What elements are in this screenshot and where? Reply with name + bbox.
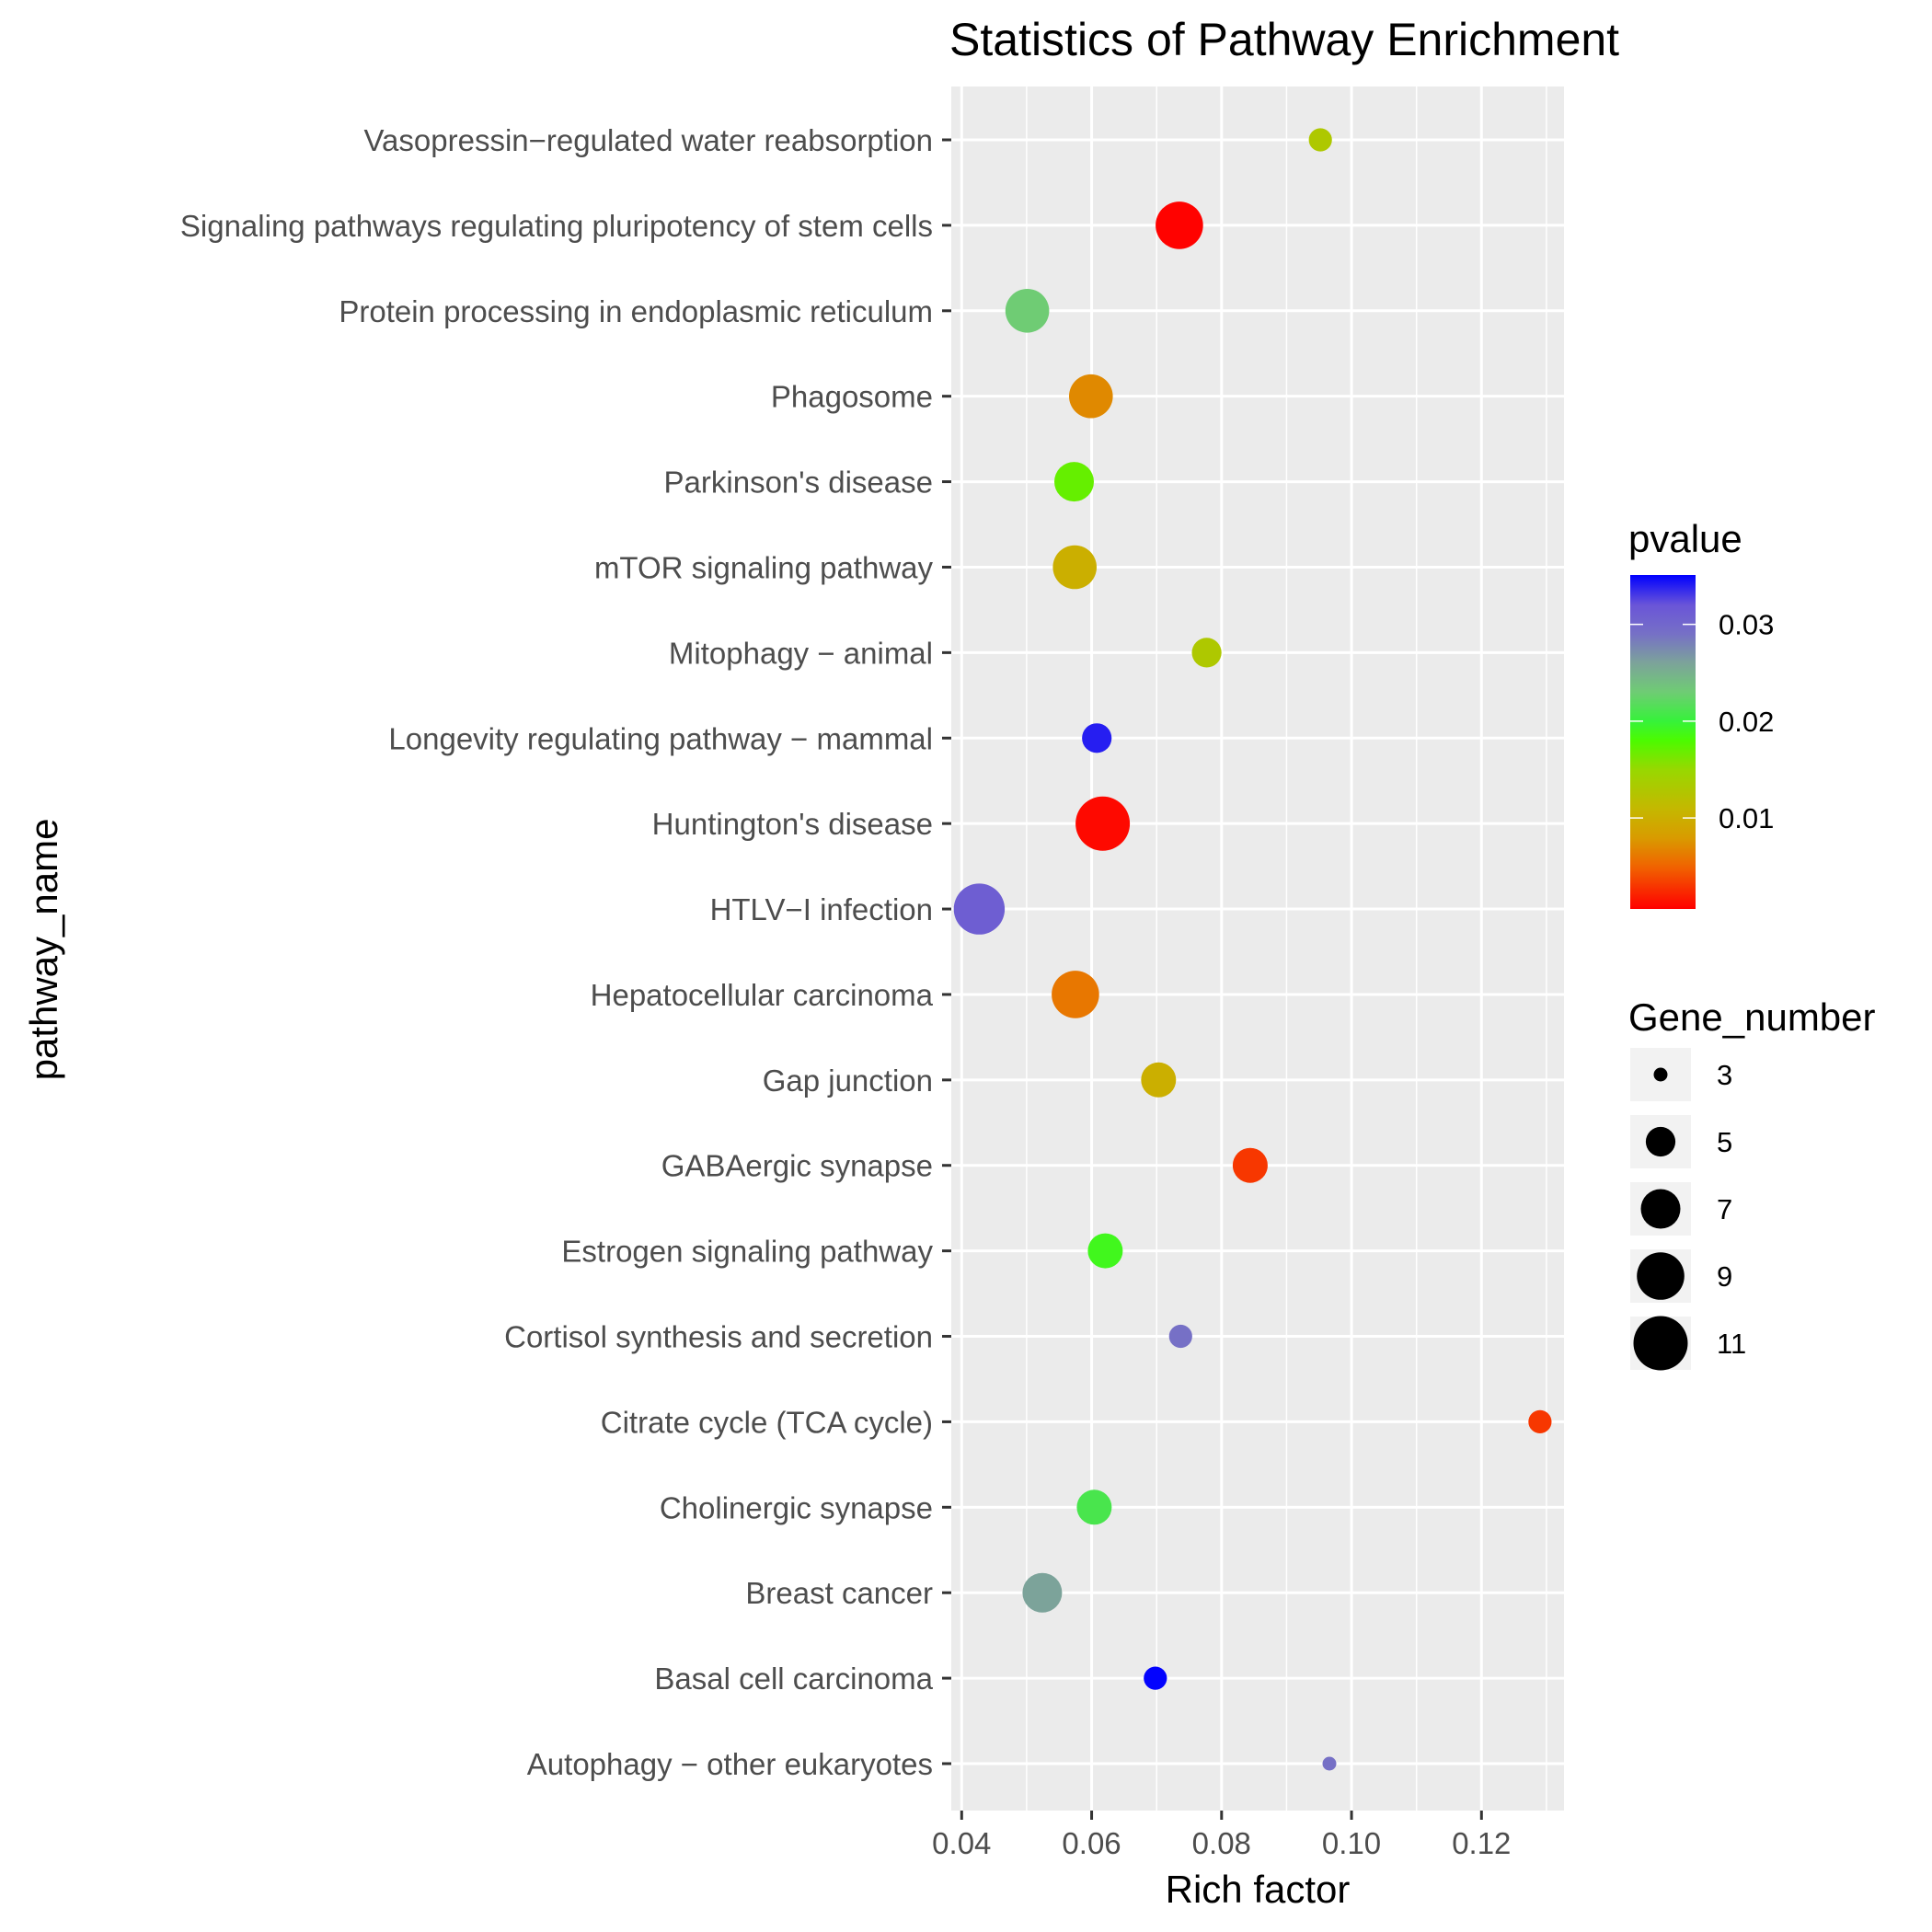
gene-number-legend-title: Gene_number	[1628, 995, 1876, 1039]
x-tick-label: 0.10	[1322, 1826, 1381, 1860]
data-point[interactable]	[1308, 128, 1332, 152]
size-legend-dot	[1640, 1189, 1681, 1229]
y-tick-label: Longevity regulating pathway − mammal	[388, 721, 933, 755]
y-tick-label: Basal cell carcinoma	[654, 1662, 933, 1696]
y-tick-label: Parkinson's disease	[664, 466, 933, 500]
y-tick-label: Autophagy − other eukaryotes	[527, 1747, 933, 1781]
plot-panel	[951, 86, 1564, 1811]
data-point[interactable]	[1168, 1324, 1192, 1349]
y-tick-label: Signaling pathways regulating pluripoten…	[180, 209, 933, 243]
data-point[interactable]	[1144, 1666, 1167, 1690]
pvalue-legend-title: pvalue	[1628, 517, 1742, 560]
data-point[interactable]	[1052, 971, 1099, 1018]
data-point[interactable]	[1054, 462, 1094, 502]
x-tick-label: 0.06	[1062, 1826, 1121, 1860]
size-legend-dot	[1645, 1126, 1676, 1157]
y-tick-label: GABAergic synapse	[661, 1149, 933, 1183]
pvalue-colorbar	[1630, 575, 1696, 909]
data-point[interactable]	[1087, 1233, 1123, 1269]
y-tick-label: Citrate cycle (TCA cycle)	[601, 1405, 933, 1439]
data-point[interactable]	[1528, 1409, 1552, 1433]
size-legend-label: 9	[1717, 1260, 1732, 1293]
gene-number-legend: Gene_number 3 5 7 9 11	[1628, 995, 1876, 1371]
x-axis: 0.04 0.06 0.08 0.10 0.12	[932, 1811, 1511, 1860]
y-tick-label: Hepatocellular carcinoma	[591, 978, 934, 1012]
data-point[interactable]	[1022, 1572, 1063, 1613]
y-tick-label: Cholinergic synapse	[660, 1490, 933, 1524]
data-points	[953, 128, 1552, 1771]
data-point[interactable]	[1191, 638, 1222, 668]
data-point[interactable]	[1322, 1756, 1337, 1771]
data-point[interactable]	[1141, 1062, 1177, 1098]
size-legend-label: 11	[1717, 1328, 1746, 1360]
colorbar-tick-label: 0.01	[1719, 802, 1774, 834]
size-legend-label: 3	[1717, 1059, 1732, 1091]
data-point[interactable]	[1076, 1489, 1112, 1525]
data-point[interactable]	[953, 883, 1006, 935]
data-point[interactable]	[1069, 374, 1113, 419]
y-tick-label: Gap junction	[763, 1064, 933, 1098]
size-legend-label: 5	[1717, 1126, 1732, 1158]
size-legend-dot	[1653, 1067, 1668, 1082]
size-legend-dot	[1637, 1252, 1685, 1300]
y-tick-label: Phagosome	[771, 380, 933, 414]
y-tick-label: Vasopressin−regulated water reabsorption	[363, 123, 933, 157]
colorbar-tick-label: 0.03	[1719, 609, 1774, 641]
size-legend-dot	[1633, 1316, 1688, 1371]
data-point[interactable]	[1075, 796, 1131, 851]
pvalue-legend: pvalue 0.01 0.02 0.03	[1628, 517, 1774, 909]
data-point[interactable]	[1052, 545, 1097, 590]
colorbar-tick-label: 0.02	[1719, 706, 1774, 738]
y-tick-label: Cortisol synthesis and secretion	[504, 1320, 933, 1354]
y-tick-label: Protein processing in endoplasmic reticu…	[339, 294, 933, 328]
minor-gridlines	[1026, 86, 1547, 1811]
data-point[interactable]	[1232, 1147, 1268, 1183]
x-tick-label: 0.04	[932, 1826, 991, 1860]
data-point[interactable]	[1005, 289, 1050, 333]
y-tick-label: Mitophagy − animal	[669, 636, 933, 670]
y-tick-label: Estrogen signaling pathway	[561, 1235, 933, 1269]
y-tick-label: mTOR signaling pathway	[594, 550, 934, 584]
data-point[interactable]	[1156, 201, 1203, 249]
y-axis-title: pathway_name	[22, 819, 65, 1081]
chart-title: Statistics of Pathway Enrichment	[949, 14, 1619, 65]
size-legend-label: 7	[1717, 1193, 1732, 1225]
data-point[interactable]	[1082, 723, 1112, 753]
x-axis-title: Rich factor	[1166, 1868, 1351, 1911]
y-tick-label: Huntington's disease	[652, 807, 933, 841]
y-axis: Vasopressin−regulated water reabsorption…	[180, 123, 951, 1781]
x-tick-label: 0.08	[1192, 1826, 1251, 1860]
y-tick-label: Breast cancer	[745, 1576, 933, 1610]
major-gridlines	[951, 86, 1564, 1811]
x-tick-label: 0.12	[1452, 1826, 1511, 1860]
y-tick-label: HTLV−I infection	[710, 892, 933, 926]
